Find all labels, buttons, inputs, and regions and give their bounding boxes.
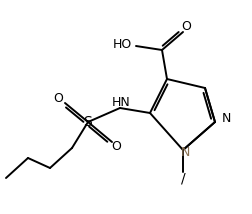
Text: O: O: [111, 141, 121, 153]
Text: HO: HO: [112, 37, 132, 51]
Text: HN: HN: [112, 95, 130, 108]
Text: O: O: [53, 92, 63, 104]
Text: /: /: [181, 172, 185, 186]
Text: N: N: [222, 111, 231, 125]
Text: S: S: [84, 115, 92, 129]
Text: O: O: [181, 19, 191, 33]
Text: N: N: [180, 146, 190, 159]
